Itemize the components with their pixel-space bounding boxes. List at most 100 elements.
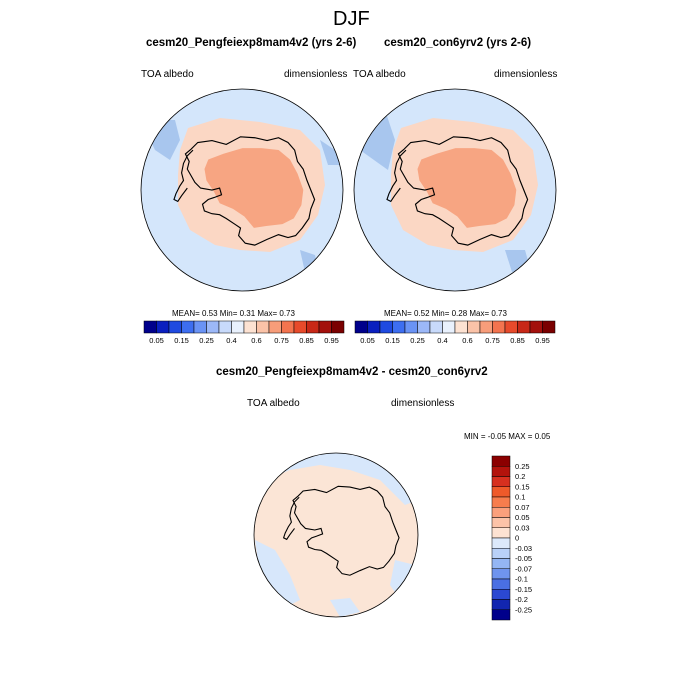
panel-2-stats: MEAN= 0.52 Min= 0.28 Max= 0.73: [384, 309, 507, 318]
diff-panel-colorbar-tick-label: 0.07: [515, 503, 530, 512]
panel-1-colorbar: 0.05 0.15 0.25 0.4 0.6 0.75 0.85 0.95: [143, 320, 345, 345]
panel-1-colorbar-swatch: [181, 320, 195, 334]
panel-1-colorbar-tick-label: 0.6: [251, 336, 261, 345]
diff-panel-colorbar-tick-label: 0: [515, 534, 519, 543]
panel-2-colorbar-tick-label: 0.15: [385, 336, 400, 345]
panel-1-variable-label: TOA albedo: [141, 69, 194, 80]
diff-panel-colorbar-swatch: [491, 609, 511, 621]
diff-panel-colorbar-swatch: [491, 558, 511, 569]
panel-1-colorbar-tick-label: 0.05: [149, 336, 164, 345]
panel-2-colorbar-swatch: [542, 320, 556, 334]
panel-2-colorbar-swatch: [354, 320, 368, 334]
diff-panel-colorbar-swatch: [491, 486, 511, 498]
diff-panel-colorbar-swatch: [491, 537, 511, 549]
diff-panel-colorbar-tick-label: -0.2: [515, 595, 528, 604]
panel-1-map: [141, 89, 343, 291]
panel-1-title: cesm20_Pengfeiexp8mam4v2 (yrs 2-6): [146, 37, 357, 49]
diff-panel-colorbar-tick-label: 0.15: [515, 482, 530, 491]
panel-1-colorbar-swatch: [256, 320, 270, 334]
panel-2-colorbar-swatch: [467, 320, 481, 334]
diff-panel-colorbar-tick-label: -0.03: [515, 544, 532, 553]
diff-panel-colorbar-tick-label: -0.25: [515, 605, 532, 614]
diff-panel-colorbar-swatch: [491, 476, 511, 487]
panel-2-colorbar-tick-label: 0.6: [462, 336, 472, 345]
panel-2-units-label: dimensionless: [494, 69, 558, 80]
panel-2-colorbar-swatch: [442, 320, 456, 334]
panel-2-colorbar-swatch: [404, 320, 418, 334]
panel-1-colorbar-swatch: [243, 320, 257, 334]
panel-1-colorbar-swatch: [306, 320, 320, 334]
diff-panel-title: cesm20_Pengfeiexp8mam4v2 - cesm20_con6yr…: [216, 366, 488, 378]
panel-1-colorbar-swatch: [293, 320, 307, 334]
diff-panel-stats: MIN = -0.05 MAX = 0.05: [464, 432, 551, 441]
panel-1-colorbar-tick-label: 0.25: [199, 336, 214, 345]
panel-1-stats: MEAN= 0.53 Min= 0.31 Max= 0.73: [172, 309, 295, 318]
diff-panel-colorbar-swatch: [491, 599, 511, 610]
panel-2-colorbar-tick-label: 0.95: [535, 336, 550, 345]
panel-1-colorbar-swatch: [193, 320, 207, 334]
diff-panel-colorbar-swatch: [491, 496, 511, 508]
diff-panel-colorbar: 0.250.20.150.10.070.050.030-0.03-0.05-0.…: [491, 455, 532, 621]
panel-2-colorbar-swatch: [517, 320, 531, 334]
panel-2-colorbar-swatch: [417, 320, 431, 334]
diff-panel-map: [254, 453, 418, 617]
panel-1-colorbar-tick-label: 0.85: [299, 336, 314, 345]
panel-1-colorbar-swatch: [331, 320, 345, 334]
panel-1-colorbar-swatch: [156, 320, 170, 334]
panel-2-colorbar-tick-label: 0.05: [360, 336, 375, 345]
panel-2-colorbar: 0.05 0.15 0.25 0.4 0.6 0.75 0.85 0.95: [354, 320, 556, 345]
panel-2-colorbar-swatch: [392, 320, 406, 334]
diff-panel-colorbar-swatch: [491, 527, 511, 539]
panel-2-variable-label: TOA albedo: [353, 69, 406, 80]
diff-panel-colorbar-swatch: [491, 517, 511, 528]
diff-panel-colorbar-swatch: [491, 568, 511, 580]
panel-2-colorbar-swatch: [492, 320, 506, 334]
panel-1-colorbar-swatch: [206, 320, 220, 334]
panel-1-colorbar-tick-label: 0.95: [324, 336, 339, 345]
diff-panel-colorbar-swatch: [491, 455, 511, 467]
diff-panel-colorbar-tick-label: -0.05: [515, 554, 532, 563]
diff-panel-colorbar-swatch: [491, 578, 511, 590]
panel-2-colorbar-swatch: [529, 320, 543, 334]
panel-2-map: [354, 89, 556, 291]
panel-2-title: cesm20_con6yrv2 (yrs 2-6): [384, 37, 532, 49]
panel-2-colorbar-tick-label: 0.85: [510, 336, 525, 345]
panel-1-map-border: [140, 88, 344, 292]
panel-1-colorbar-swatch: [143, 320, 157, 334]
panel-2-colorbar-tick-label: 0.4: [437, 336, 447, 345]
diff-panel-colorbar-tick-label: 0.03: [515, 523, 530, 532]
panel-1-colorbar-swatch: [218, 320, 232, 334]
panel-1-units-label: dimensionless: [284, 69, 348, 80]
panel-2-colorbar-tick-label: 0.75: [485, 336, 500, 345]
panel-1-colorbar-swatch: [318, 320, 332, 334]
diff-panel-colorbar-tick-label: 0.1: [515, 493, 525, 502]
diff-panel-colorbar-swatch: [491, 507, 511, 518]
panel-1-colorbar-tick-label: 0.4: [226, 336, 236, 345]
diff-panel-units-label: dimensionless: [391, 398, 455, 409]
diff-panel-colorbar-swatch: [491, 548, 511, 559]
panel-1-colorbar-swatch: [281, 320, 295, 334]
panel-2-colorbar-swatch: [454, 320, 468, 334]
diff-panel-colorbar-swatch: [491, 466, 511, 477]
panel-1-colorbar-swatch: [231, 320, 245, 334]
panel-2-colorbar-tick-label: 0.25: [410, 336, 425, 345]
panel-2-map-border: [353, 88, 557, 292]
diff-panel-colorbar-tick-label: -0.07: [515, 564, 532, 573]
panel-2-colorbar-swatch: [504, 320, 518, 334]
diff-panel-colorbar-swatch: [491, 589, 511, 600]
diff-panel-colorbar-tick-label: 0.05: [515, 513, 530, 522]
diff-panel-colorbar-tick-label: 0.2: [515, 472, 525, 481]
diff-panel-colorbar-tick-label: -0.15: [515, 585, 532, 594]
diff-panel-map-border: [253, 452, 419, 618]
diff-panel-colorbar-tick-label: -0.1: [515, 575, 528, 584]
panel-2-colorbar-swatch: [379, 320, 393, 334]
main-title: DJF: [333, 8, 370, 30]
panel-2-colorbar-swatch: [429, 320, 443, 334]
panel-2-colorbar-swatch: [479, 320, 493, 334]
diff-panel-colorbar-tick-label: 0.25: [515, 462, 530, 471]
panel-1-colorbar-swatch: [168, 320, 182, 334]
panel-2-colorbar-swatch: [367, 320, 381, 334]
panel-1-colorbar-tick-label: 0.75: [274, 336, 289, 345]
diff-panel-variable-label: TOA albedo: [247, 398, 300, 409]
